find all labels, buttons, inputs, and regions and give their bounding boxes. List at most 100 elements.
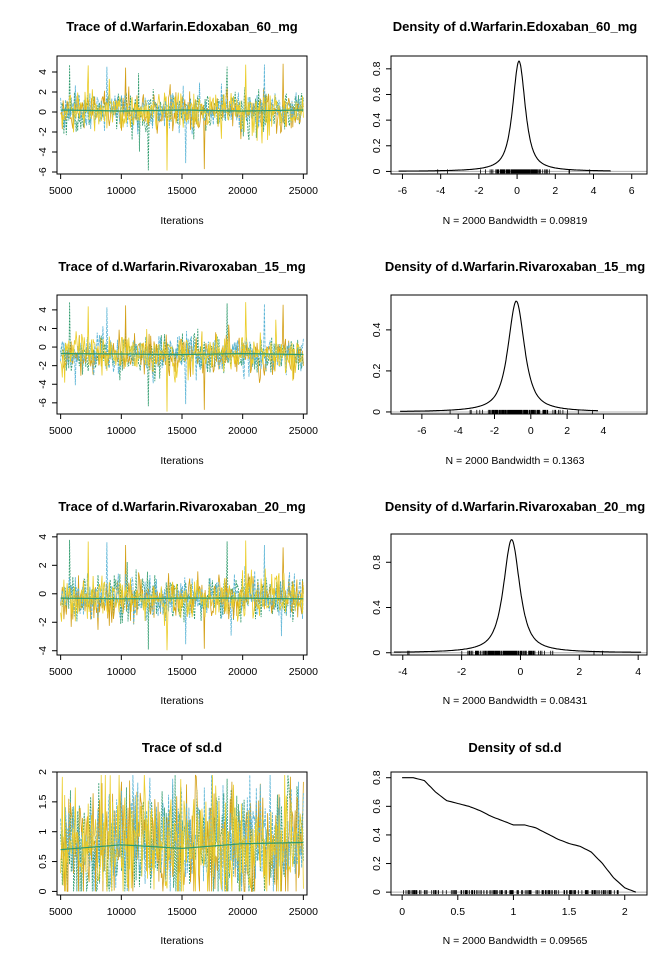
x-axis-label: N = 2000 Bandwidth = 0.08431 bbox=[443, 695, 588, 707]
x-tick-label: 10000 bbox=[107, 425, 136, 437]
y-tick-label: -2 bbox=[37, 617, 49, 626]
y-tick-label: 0 bbox=[371, 650, 383, 656]
running-mean-line bbox=[60, 352, 304, 356]
density-curve bbox=[398, 60, 611, 172]
y-tick-label: 0 bbox=[37, 344, 49, 350]
panel-title: Trace of d.Warfarin.Rivaroxaban_15_mg bbox=[58, 259, 305, 274]
x-tick-label: 20000 bbox=[228, 425, 257, 437]
y-tick-label: -2 bbox=[37, 361, 49, 370]
y-tick-label: -6 bbox=[37, 398, 49, 407]
y-tick-label: 0.4 bbox=[371, 322, 383, 337]
x-tick-label: -6 bbox=[398, 185, 407, 197]
running-mean-line bbox=[60, 109, 304, 112]
panel-title: Density of sd.d bbox=[468, 740, 561, 755]
y-tick-label: 0 bbox=[37, 591, 49, 597]
trace-panel-edoxaban-60: Trace of d.Warfarin.Edoxaban_60_mg Itera… bbox=[37, 19, 318, 227]
y-tick-label: 4 bbox=[37, 534, 49, 540]
x-tick-label: 10000 bbox=[107, 185, 136, 197]
plot-frame bbox=[390, 533, 648, 656]
x-tick-label: 10000 bbox=[107, 666, 136, 678]
y-tick-label: -6 bbox=[37, 167, 49, 176]
x-tick-label: 2 bbox=[622, 906, 628, 918]
y-tick-label: 0 bbox=[371, 409, 383, 415]
y-tick-label: 0.2 bbox=[371, 856, 383, 871]
y-tick-label: 0 bbox=[371, 168, 383, 174]
y-tick-label: 0.4 bbox=[371, 113, 383, 128]
x-tick-label: 4 bbox=[601, 425, 607, 437]
x-tick-label: -4 bbox=[436, 185, 445, 197]
x-tick-label: 10000 bbox=[107, 906, 136, 918]
y-tick-label: 0.4 bbox=[371, 600, 383, 615]
y-tick-label: 1 bbox=[37, 829, 49, 835]
density-curve bbox=[402, 777, 637, 893]
y-tick-label: 0.6 bbox=[371, 799, 383, 814]
x-axis-label: N = 2000 Bandwidth = 0.1363 bbox=[446, 455, 585, 467]
trace-series-chain-2 bbox=[60, 540, 304, 651]
x-tick-label: 0 bbox=[399, 906, 405, 918]
trace-panel-rivaroxaban-15: Trace of d.Warfarin.Rivaroxaban_15_mg It… bbox=[37, 259, 318, 467]
y-tick-label: 0.8 bbox=[371, 61, 383, 76]
y-tick-label: 0.2 bbox=[371, 363, 383, 378]
y-tick-label: -4 bbox=[37, 646, 49, 655]
x-tick-label: 0.5 bbox=[450, 906, 465, 918]
y-tick-label: 4 bbox=[37, 307, 49, 313]
density-rug bbox=[403, 890, 619, 895]
x-tick-label: 20000 bbox=[228, 906, 257, 918]
x-tick-label: 0 bbox=[528, 425, 534, 437]
y-tick-label: 0.5 bbox=[37, 854, 49, 869]
plot-frame bbox=[390, 55, 648, 175]
x-tick-label: 15000 bbox=[167, 906, 196, 918]
x-tick-label: 2 bbox=[564, 425, 570, 437]
panel-title: Density of d.Warfarin.Edoxaban_60_mg bbox=[393, 19, 637, 34]
density-panel-rivaroxaban-15: Density of d.Warfarin.Rivaroxaban_15_mg … bbox=[371, 259, 648, 467]
x-tick-label: 25000 bbox=[289, 185, 318, 197]
density-panel-rivaroxaban-20: Density of d.Warfarin.Rivaroxaban_20_mg … bbox=[371, 499, 648, 707]
x-tick-label: 4 bbox=[635, 666, 641, 678]
y-tick-label: 2 bbox=[37, 769, 49, 775]
x-axis-label: N = 2000 Bandwidth = 0.09565 bbox=[443, 935, 588, 947]
y-tick-label: 2 bbox=[37, 89, 49, 95]
y-tick-label: 0.4 bbox=[371, 827, 383, 842]
y-tick-label: -4 bbox=[37, 147, 49, 156]
density-rug bbox=[407, 650, 603, 655]
x-tick-label: -2 bbox=[474, 185, 483, 197]
panel-title: Trace of d.Warfarin.Edoxaban_60_mg bbox=[66, 19, 297, 34]
y-tick-label: 0.8 bbox=[371, 555, 383, 570]
y-tick-label: -4 bbox=[37, 379, 49, 388]
density-rug bbox=[449, 409, 593, 414]
y-tick-label: 4 bbox=[37, 69, 49, 75]
x-tick-label: 1 bbox=[511, 906, 517, 918]
x-axis-label: Iterations bbox=[160, 935, 203, 947]
trace-series-chain-1 bbox=[60, 301, 304, 407]
x-tick-label: 5000 bbox=[49, 906, 73, 918]
x-tick-label: 5000 bbox=[49, 666, 73, 678]
x-axis-label: Iterations bbox=[160, 695, 203, 707]
x-tick-label: -6 bbox=[417, 425, 426, 437]
x-axis-label: N = 2000 Bandwidth = 0.09819 bbox=[443, 215, 588, 227]
running-mean-line bbox=[60, 841, 304, 851]
panel-title: Density of d.Warfarin.Rivaroxaban_15_mg bbox=[385, 259, 645, 274]
density-curve bbox=[400, 300, 598, 412]
x-tick-label: 20000 bbox=[228, 185, 257, 197]
x-tick-label: 5000 bbox=[49, 185, 73, 197]
x-tick-label: 0 bbox=[514, 185, 520, 197]
y-tick-label: 0.6 bbox=[371, 87, 383, 102]
trace-panel-sd-d: Trace of sd.d Iterations 5000 10000 15000 2… bbox=[37, 740, 318, 947]
x-axis-label: Iterations bbox=[160, 215, 203, 227]
x-tick-label: 2 bbox=[576, 666, 582, 678]
x-tick-label: -2 bbox=[457, 666, 466, 678]
x-tick-label: 25000 bbox=[289, 906, 318, 918]
y-tick-label: 1.5 bbox=[37, 794, 49, 809]
density-panel-sd-d: Density of sd.d N = 2000 Bandwidth = 0.0… bbox=[371, 740, 648, 947]
plot-frame bbox=[390, 771, 648, 896]
density-curve bbox=[393, 539, 642, 653]
x-tick-label: 2 bbox=[552, 185, 558, 197]
y-tick-label: 0 bbox=[371, 889, 383, 895]
x-tick-label: 1.5 bbox=[562, 906, 577, 918]
density-rug bbox=[437, 169, 591, 174]
trace-series-chain-2 bbox=[60, 64, 304, 171]
running-mean-line bbox=[60, 597, 304, 600]
x-tick-label: -4 bbox=[454, 425, 463, 437]
x-tick-label: 20000 bbox=[228, 666, 257, 678]
